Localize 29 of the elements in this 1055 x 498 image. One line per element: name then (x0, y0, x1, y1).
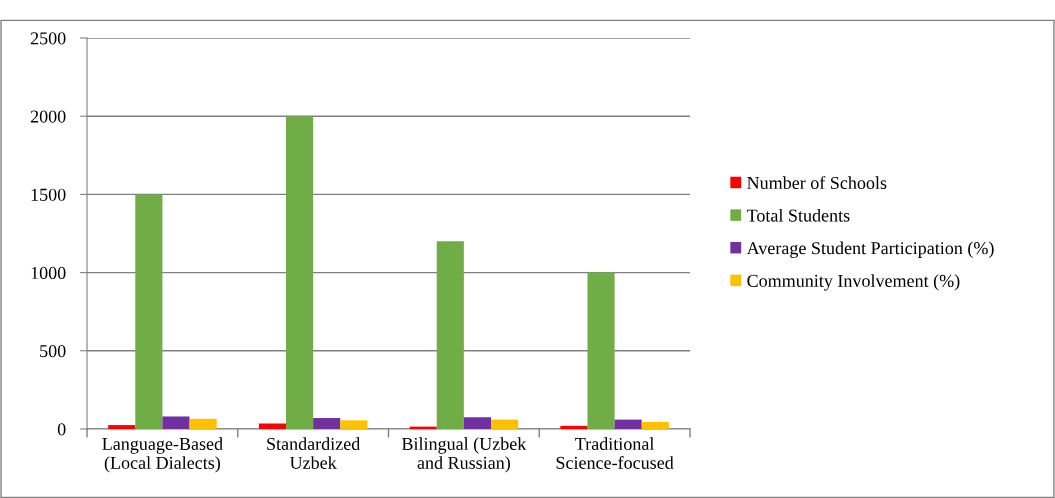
bar (560, 425, 588, 429)
bar (641, 421, 669, 429)
bar (587, 272, 615, 429)
bar (108, 425, 136, 429)
y-tick-label: 1500 (31, 188, 66, 201)
y-tick-label: 500 (40, 345, 66, 358)
bar (340, 420, 368, 429)
bar (463, 417, 491, 429)
bar (313, 418, 341, 429)
y-tick-label: 2500 (30, 32, 66, 45)
bar (258, 423, 287, 429)
x-tick-label: Standardized Uzbek (267, 437, 361, 469)
bar (189, 418, 217, 429)
y-tick-label: 2000 (30, 110, 66, 123)
y-tick-label: 1000 (31, 266, 66, 280)
legend-label: Total Students (746, 208, 850, 222)
x-tick-label: Bilingual (Uzbek and Russian) (401, 437, 527, 473)
legend-label: Community Involvement (%) (747, 274, 960, 291)
legend-label: Average Student Participation (%) (746, 241, 994, 258)
x-tick-label: Traditional Science-focused (556, 437, 674, 469)
bar (491, 419, 519, 429)
bar (135, 194, 163, 429)
bar (614, 419, 642, 429)
y-tick-label: 0 (57, 423, 66, 436)
legend-label: Number of Schools (747, 176, 887, 190)
x-tick-label: Language-Based (Local Dialects) (102, 437, 223, 473)
bar (436, 241, 464, 429)
bar (286, 116, 314, 429)
bar (162, 416, 190, 429)
